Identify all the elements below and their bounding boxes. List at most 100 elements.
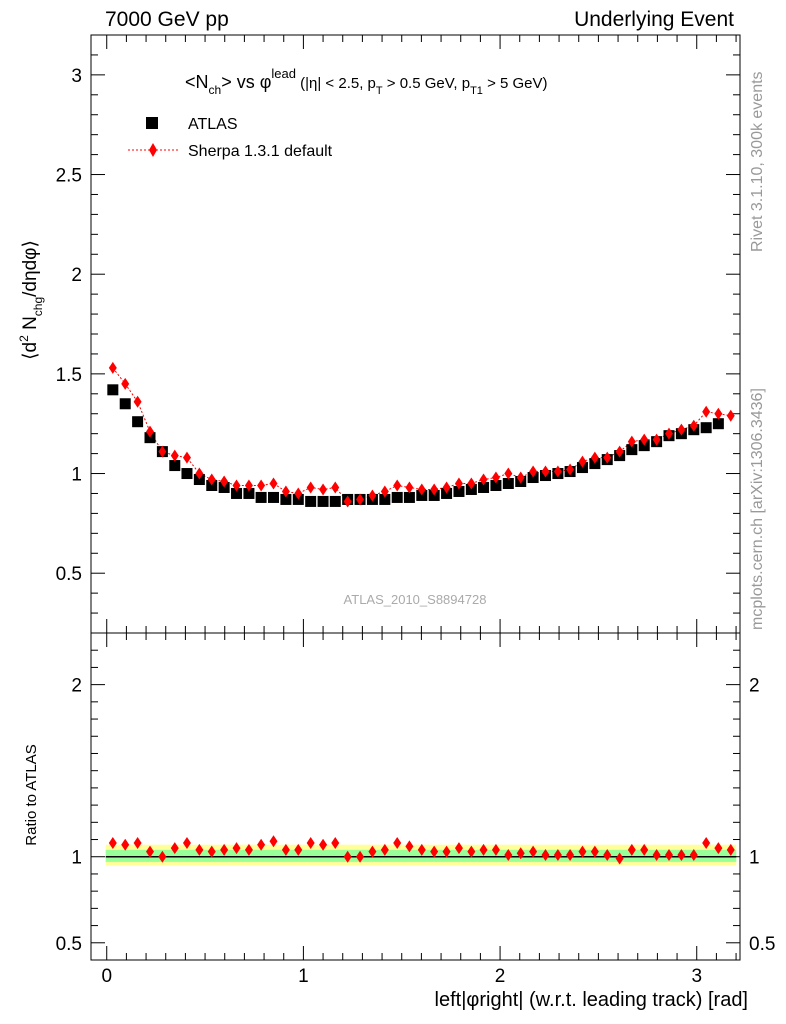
ratio-point (417, 843, 426, 856)
legend-sherpa-marker (149, 143, 157, 157)
ratio-point (541, 849, 550, 862)
legend-atlas-marker (146, 117, 158, 129)
sherpa-point (182, 451, 191, 464)
atlas-point (317, 495, 329, 507)
sherpa-point (158, 445, 167, 458)
atlas-point (502, 478, 514, 489)
ratio-ytick-label-left: 1 (71, 848, 82, 869)
atlas-point (231, 487, 243, 499)
sherpa-point (343, 495, 352, 508)
ratio-xtick-label: 3 (691, 966, 702, 987)
sherpa-point (714, 407, 723, 420)
ratio-point (467, 845, 476, 858)
energy-label: 7000 GeV pp (105, 8, 229, 31)
ratio-point (454, 842, 463, 855)
ratio-point (356, 850, 365, 863)
sherpa-point (331, 481, 340, 494)
sherpa-point (504, 467, 513, 480)
atlas-point (700, 422, 712, 434)
sherpa-point (417, 483, 426, 496)
sherpa-curve (112, 367, 731, 502)
ratio-point (331, 836, 340, 849)
sherpa-point (257, 479, 266, 492)
atlas-point (107, 384, 119, 396)
sherpa-point (454, 477, 463, 490)
atlas-point (243, 487, 255, 499)
legend-atlas-label: ATLAS (188, 116, 238, 133)
ratio-point (504, 849, 513, 862)
ratio-frame (90, 632, 741, 961)
sherpa-point (281, 485, 290, 498)
main-ytick-label: 2.5 (56, 166, 82, 187)
ratio-xtick-label: 1 (298, 966, 309, 987)
ratio-point (232, 842, 241, 855)
ratio-point (133, 836, 142, 849)
sherpa-point (195, 467, 204, 480)
atlas-point (255, 491, 267, 503)
ratio-point (652, 849, 661, 862)
ratio-point (108, 836, 117, 849)
atlas-point (119, 398, 131, 410)
ratio-ytick-label-right: 1 (749, 848, 760, 869)
atlas-point (329, 495, 341, 507)
sherpa-point (170, 449, 179, 462)
sherpa-point (578, 455, 587, 468)
sherpa-point (146, 425, 154, 438)
ratio-point (257, 838, 266, 851)
atlas-point (268, 491, 280, 503)
sherpa-point (566, 463, 575, 476)
ratio-y-axis-label: Ratio to ATLAS (23, 744, 40, 845)
sherpa-point (306, 481, 315, 494)
sherpa-point (603, 451, 612, 464)
analysis-label: Underlying Event (574, 8, 734, 31)
sherpa-point (356, 493, 365, 506)
ratio-point (640, 843, 649, 856)
ratio-point (627, 843, 636, 856)
ratio-point (529, 845, 538, 858)
sherpa-point (590, 451, 599, 464)
ratio-point (430, 845, 439, 858)
sherpa-point (121, 377, 130, 390)
main-y-axis-label: ⟨d2 Nchg/dηdφ⟩ (17, 240, 45, 360)
ratio-point (491, 843, 500, 856)
ratio-point (170, 842, 179, 855)
sherpa-point (294, 487, 303, 500)
ratio-point (566, 849, 575, 862)
sherpa-point (529, 465, 538, 478)
sherpa-point (220, 475, 229, 488)
ratio-point (479, 843, 488, 856)
ratio-point (393, 836, 402, 849)
ratio-point (702, 836, 711, 849)
ratio-point (380, 843, 389, 856)
sherpa-point (467, 477, 476, 490)
ratio-ytick-label-left: 0.5 (56, 934, 82, 955)
ratio-point (405, 840, 414, 853)
sherpa-point (726, 409, 735, 422)
sherpa-point (207, 473, 216, 486)
atlas-point (478, 481, 490, 493)
ratio-point (603, 849, 612, 862)
sherpa-point (108, 361, 117, 374)
sherpa-point (541, 465, 550, 478)
main-panel: 0.5 1 1.5 2 2.5 3 <Nch> vs φlead (|η| < 2.5, … (17, 34, 741, 634)
ratio-point (306, 836, 315, 849)
sherpa-point (615, 445, 624, 458)
sherpa-point (232, 479, 241, 492)
atlas-point (280, 493, 292, 505)
ratio-ytick-label-left: 2 (71, 676, 82, 697)
atlas-point (181, 468, 193, 480)
ratio-point (319, 838, 328, 851)
ratio-point (146, 845, 154, 858)
ratio-point (158, 850, 167, 863)
sherpa-point (380, 485, 389, 498)
main-title: <Nch> vs φlead (|η| < 2.5, pT > 0.5 GeV,… (185, 66, 548, 97)
sherpa-point (640, 433, 649, 446)
ratio-point (553, 849, 562, 862)
ratio-xtick-label: 0 (101, 966, 112, 987)
ratio-point (615, 852, 624, 865)
ratio-point (726, 843, 735, 856)
ratio-point (182, 836, 191, 849)
ratio-point (689, 849, 698, 862)
sherpa-point (479, 473, 488, 486)
ratio-point (220, 843, 229, 856)
